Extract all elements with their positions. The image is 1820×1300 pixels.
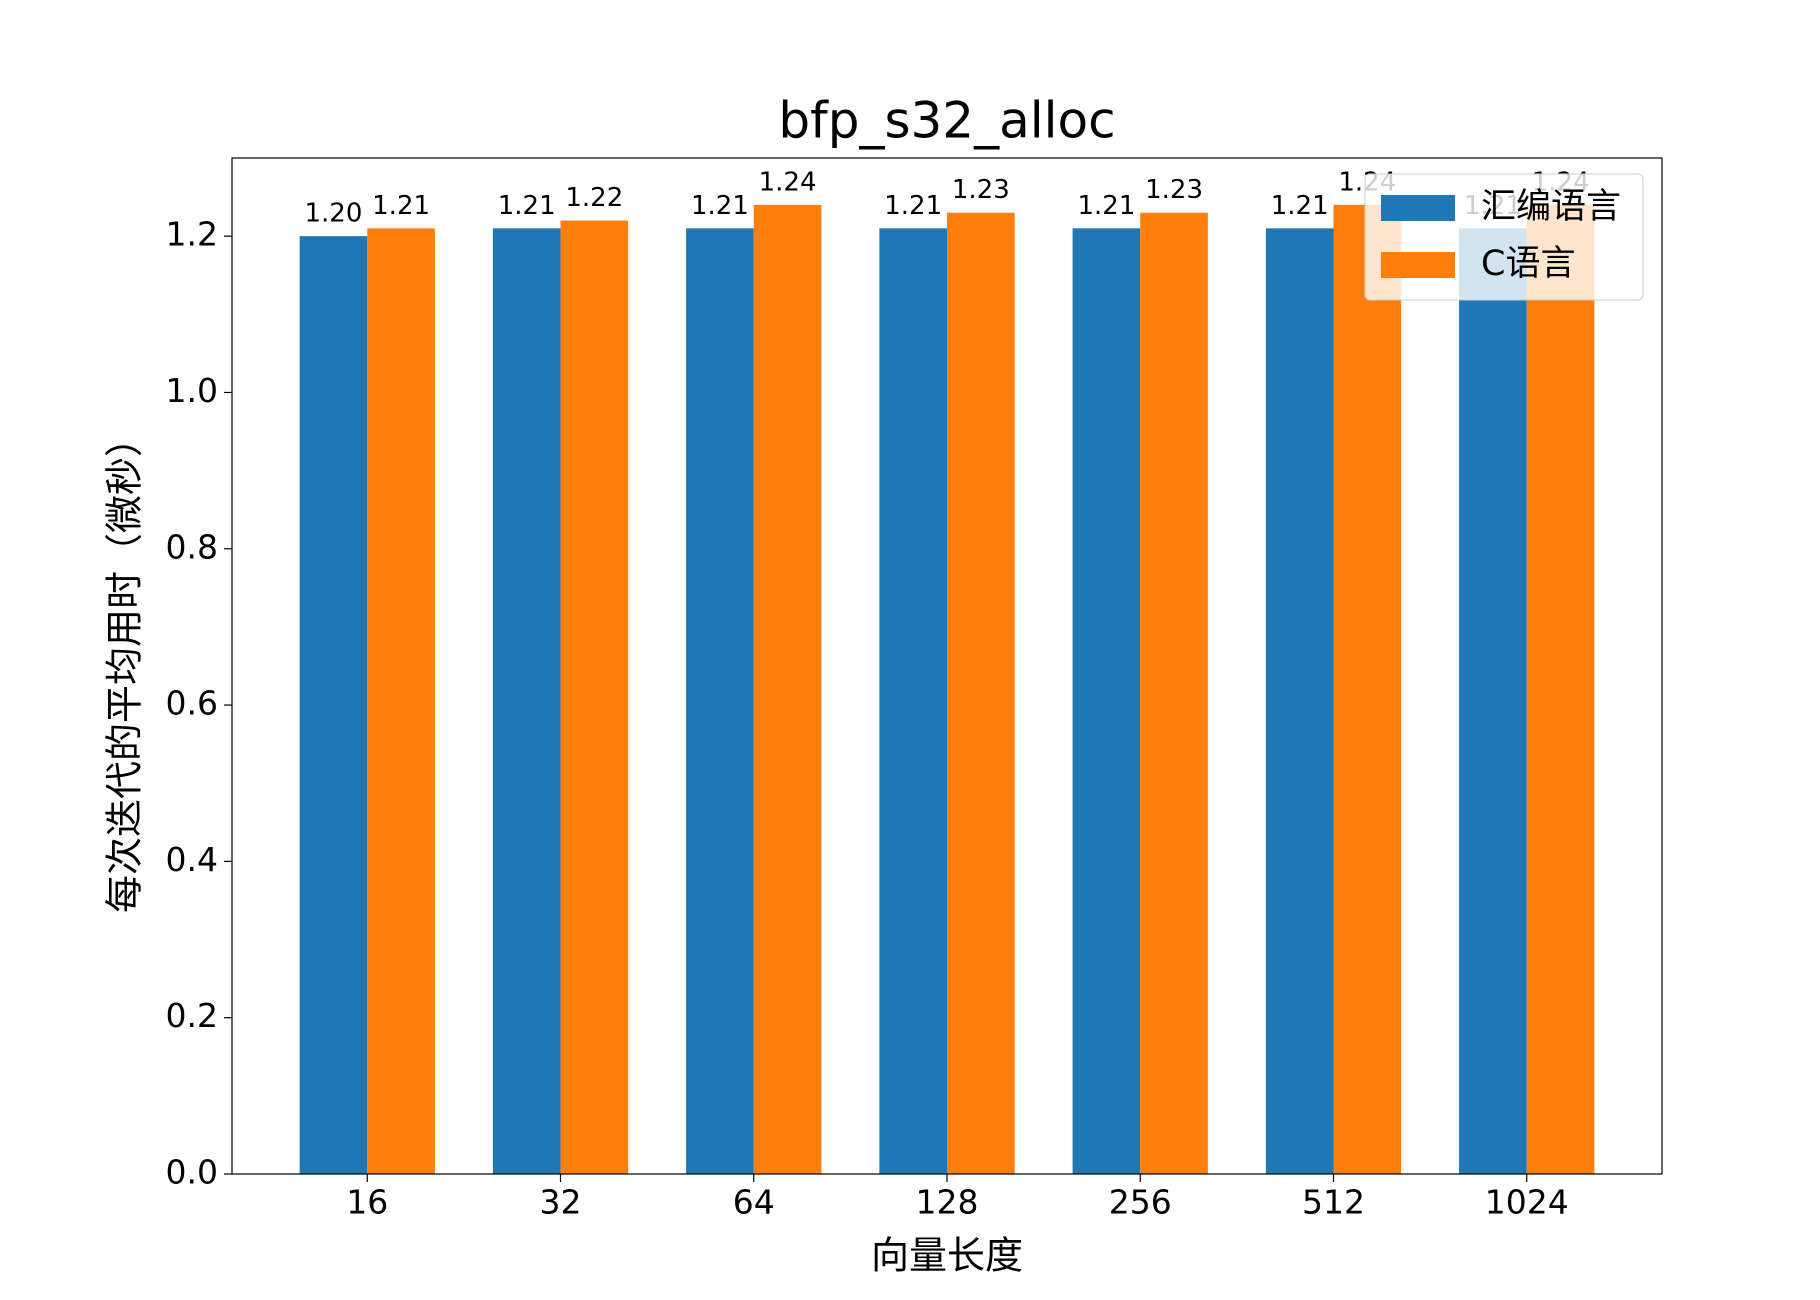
y-tick-label: 0.4 xyxy=(166,840,218,879)
bar xyxy=(753,204,822,1174)
value-label: 1.21 xyxy=(1271,191,1329,221)
y-tick-label: 0.0 xyxy=(166,1153,218,1192)
y-tick-label: 0.2 xyxy=(166,996,218,1035)
bar xyxy=(686,228,754,1175)
value-label: 1.22 xyxy=(565,183,623,213)
chart-title: bfp_s32_alloc xyxy=(778,92,1115,150)
y-tick-label: 0.8 xyxy=(166,527,218,566)
x-tick-label: 16 xyxy=(346,1183,388,1222)
value-label: 1.23 xyxy=(1145,175,1203,205)
x-tick-label: 256 xyxy=(1109,1183,1172,1222)
legend-label: 汇编语言 xyxy=(1481,187,1621,227)
value-label: 1.21 xyxy=(498,191,556,221)
bar xyxy=(879,228,947,1175)
plot-frame xyxy=(231,157,1663,1175)
legend-label: C语言 xyxy=(1481,244,1575,284)
bar xyxy=(1140,212,1208,1174)
bar xyxy=(299,236,368,1175)
x-tick-label: 128 xyxy=(916,1183,979,1222)
bar xyxy=(560,220,629,1174)
bar xyxy=(1333,204,1402,1174)
x-tick-label: 512 xyxy=(1302,1183,1365,1222)
y-tick-label: 1.0 xyxy=(166,371,218,410)
y-tick-label: 0.6 xyxy=(166,684,218,723)
bar xyxy=(1265,228,1334,1175)
legend-swatch xyxy=(1381,195,1455,221)
bar xyxy=(1526,204,1595,1174)
y-axis-label: 每次迭代的平均用时（微秒） xyxy=(103,419,147,913)
y-tick-label: 1.2 xyxy=(166,215,218,254)
bar xyxy=(947,212,1015,1174)
bar xyxy=(492,228,561,1175)
value-label: 1.21 xyxy=(691,191,749,221)
legend-swatch xyxy=(1381,252,1455,278)
bar xyxy=(1459,228,1527,1175)
x-tick-label: 32 xyxy=(540,1183,582,1222)
value-label: 1.21 xyxy=(1077,191,1135,221)
x-tick-label: 1024 xyxy=(1485,1183,1569,1222)
x-tick-label: 64 xyxy=(733,1183,775,1222)
value-label: 1.21 xyxy=(884,191,942,221)
x-axis-label: 向量长度 xyxy=(871,1234,1023,1278)
value-label: 1.21 xyxy=(372,191,430,221)
value-label: 1.23 xyxy=(952,175,1010,205)
value-label: 1.24 xyxy=(759,167,817,197)
bar xyxy=(1072,228,1141,1175)
bar xyxy=(367,228,435,1175)
value-label: 1.20 xyxy=(305,199,363,229)
